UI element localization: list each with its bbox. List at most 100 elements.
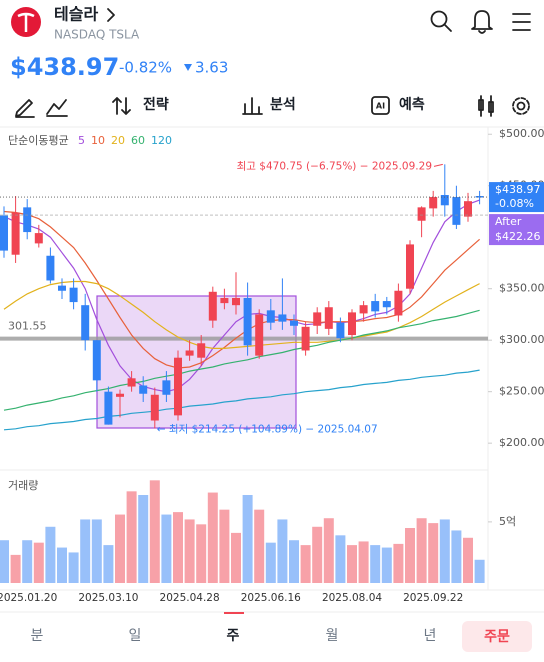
volume-bar [323,518,334,583]
volume-bar [277,519,288,583]
volume-bar [57,547,67,583]
volume-bar [393,543,404,583]
period-tab[interactable]: 월 [326,628,339,644]
chart-type-icon[interactable] [478,95,494,117]
volume-bar [184,519,195,583]
candle-body [382,301,391,308]
period-tab[interactable]: 주 [227,628,240,644]
candle-body [371,301,380,312]
candle-body [359,305,368,314]
volume-bar [10,554,21,583]
ma-legend-item: 20 [111,134,125,147]
candle-body [232,297,240,306]
search-icon[interactable] [430,10,452,32]
candle-body [452,197,461,225]
volume-bar [196,524,207,583]
volume-bar [219,509,230,583]
strategy-button[interactable]: 전략 [143,96,169,113]
after-badge-title: After [495,215,522,228]
volume-bar [405,528,415,583]
candle-body [46,255,55,281]
candle-body [0,215,8,251]
volume-bar [370,545,381,583]
candle-body [336,322,345,339]
horizontal-line-label: 301.55 [8,320,47,333]
price: $438.97 [10,53,119,81]
candle-body [429,197,438,209]
chevron[interactable] [107,8,115,22]
volume-bar [33,542,44,583]
period-tab[interactable]: 일 [129,628,142,644]
candle-body [440,194,449,206]
draw-icon[interactable] [15,99,35,118]
volume-bar [463,537,473,583]
indicator-icon[interactable] [46,99,68,117]
candle-body [290,320,298,326]
volume-bar [439,519,450,583]
ai-icon[interactable]: AI [371,96,390,115]
volume-bar [474,559,485,583]
order-button[interactable]: 주문 [484,629,510,645]
svg-text:AI: AI [376,102,385,111]
volume-bar [126,491,137,583]
volume-bar [149,480,160,583]
volume-bar [312,526,323,583]
volume-tick-label: 5억 [499,515,516,528]
volume-bar [254,509,265,583]
candle-body [208,291,217,321]
moving-average-line [3,309,480,411]
settings-icon[interactable] [512,97,530,115]
menu-icon[interactable] [512,13,531,31]
volume-bar [103,545,114,583]
change-percent: -0.82% [119,59,172,77]
forecast-button[interactable]: 예측 [399,97,425,113]
volume-bar [68,552,79,583]
period-tab[interactable]: 년 [424,628,437,644]
ma-legend-title: 단순이동평균 [8,134,69,147]
volume-bar [289,540,299,583]
strategy-icon[interactable] [112,97,131,115]
analysis-icon[interactable] [242,97,263,115]
after-badge-value: $422.26 [495,230,541,243]
candle-body [185,350,194,356]
analysis-button[interactable]: 분석 [270,97,296,113]
candle-body [116,393,124,397]
y-tick-label: $500.00 [499,127,544,140]
volume-bar [242,495,253,583]
y-tick-label: $350.00 [499,282,544,295]
candle-body [301,326,310,351]
volume-bar [231,532,241,583]
candle-body [266,310,275,323]
high-annotation: 최고 $470.75 (−6.75%) − 2025.09.29 [237,160,432,172]
candle-body [104,391,113,425]
candle-body [58,285,66,291]
down-arrow [184,64,192,71]
period-tab[interactable]: 분 [31,628,44,644]
volume-bar [207,492,218,583]
candle-body [174,357,182,416]
low-annotation: ← 최저 $214.25 (+104.89%) − 2025.04.07 [157,423,378,435]
candle-body [220,297,229,304]
bell-icon[interactable] [471,10,493,34]
candle-body [278,314,287,322]
volume-bar [300,545,311,583]
y-tick-label: $250.00 [499,385,544,398]
volume-bar [91,519,102,583]
candle-body [255,314,264,356]
candle-body [348,312,356,336]
volume-bar [451,530,462,583]
candle-body [197,343,206,358]
volume-bar [347,545,357,583]
volume-bar [335,535,346,583]
volume-label: 거래량 [8,479,38,492]
x-tick-label: 2025.01.20 [0,592,57,604]
candle-body [81,305,90,341]
price-badge-change: -0.08% [495,197,534,210]
order-button-bg[interactable] [462,621,532,652]
candle-body [324,307,333,329]
volume-bar [416,518,427,583]
candle-body [464,201,472,217]
price-badge [489,182,544,213]
stock-name[interactable]: 테슬라 [54,5,98,24]
candle-body [417,207,426,221]
